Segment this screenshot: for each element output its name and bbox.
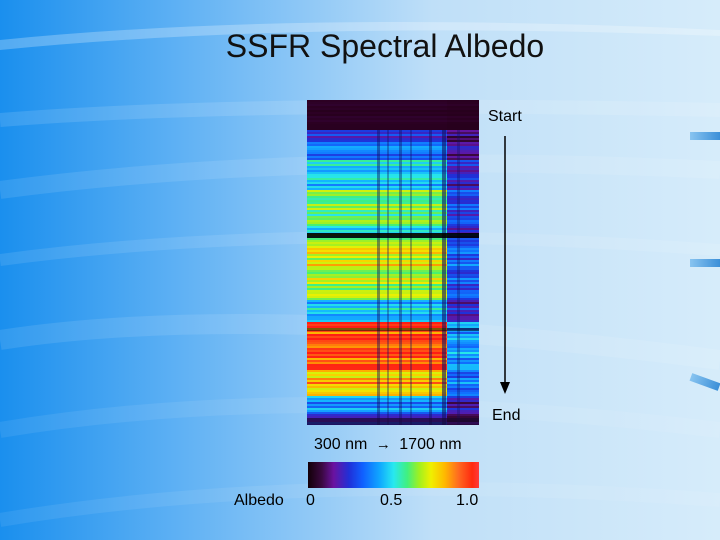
end-label: End bbox=[492, 407, 521, 424]
wavelength-arrow-icon: → bbox=[375, 436, 391, 453]
time-arrow-icon bbox=[500, 136, 510, 394]
colorbar-label: Albedo bbox=[234, 492, 284, 509]
decorative-tab-mark bbox=[690, 259, 720, 267]
albedo-colorbar bbox=[308, 462, 479, 488]
slide-title: SSFR Spectral Albedo bbox=[225, 28, 545, 64]
start-label: Start bbox=[488, 108, 522, 125]
wavelength-start: 300 nm bbox=[314, 436, 368, 453]
wavelength-range-label: 300 nm → 1700 nm bbox=[314, 436, 462, 454]
colorbar-tick-1-0: 1.0 bbox=[456, 492, 479, 509]
decorative-tab-mark bbox=[689, 373, 720, 391]
wavelength-end: 1700 nm bbox=[399, 436, 462, 453]
colorbar-tick-0-5: 0.5 bbox=[380, 492, 403, 509]
colorbar-tick-0: 0 bbox=[306, 492, 315, 509]
decorative-tab-mark bbox=[690, 132, 720, 140]
spectral-albedo-image bbox=[307, 100, 479, 425]
